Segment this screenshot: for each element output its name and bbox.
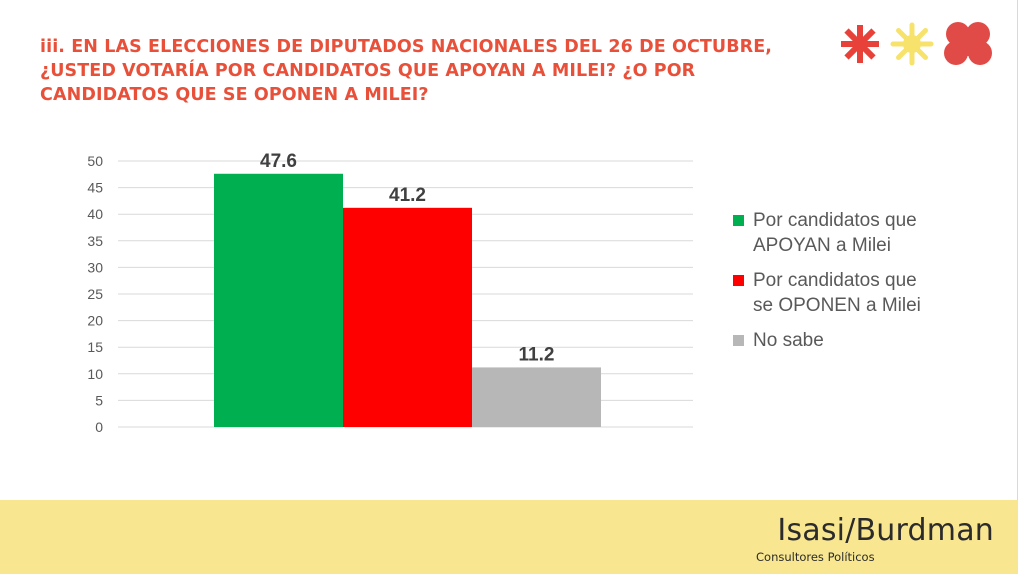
legend-label: Por candidatos que APOYAN a Milei bbox=[753, 210, 917, 256]
legend-label: No sabe bbox=[753, 330, 824, 351]
asterisk-icon bbox=[841, 25, 879, 63]
data-label: 47.6 bbox=[260, 151, 297, 172]
chart-title: iii. EN LAS ELECCIONES DE DIPUTADOS NACI… bbox=[40, 37, 773, 105]
y-tick-label: 45 bbox=[87, 180, 103, 196]
data-labels: 47.6 41.2 11.2 bbox=[260, 151, 554, 366]
y-tick-label: 0 bbox=[95, 419, 103, 435]
y-tick-label: 10 bbox=[87, 366, 103, 382]
bar-chart: 0 5 10 15 20 25 30 35 40 45 50 47.6 41.2 11.2 bbox=[87, 151, 693, 435]
bar-1 bbox=[214, 173, 343, 427]
y-tick-label: 15 bbox=[87, 339, 103, 355]
legend-item-2: Por candidatos que se OPONEN a Milei bbox=[733, 268, 993, 318]
legend-item-1: Por candidatos que APOYAN a Milei bbox=[733, 208, 993, 258]
data-label: 41.2 bbox=[389, 185, 426, 206]
y-tick-label: 5 bbox=[95, 392, 103, 408]
y-tick-label: 25 bbox=[87, 286, 103, 302]
footer: Isasi/Burdman Consultores Políticos bbox=[0, 500, 1018, 574]
brand-tagline: Consultores Políticos bbox=[756, 550, 875, 564]
cloud-icon bbox=[944, 22, 992, 65]
y-tick-label: 30 bbox=[87, 259, 103, 275]
brand-icons bbox=[841, 22, 992, 66]
y-tick-label: 50 bbox=[87, 153, 103, 169]
bar-2 bbox=[343, 207, 472, 427]
brand-logo: Isasi/Burdman bbox=[777, 513, 994, 548]
bars bbox=[214, 173, 601, 427]
y-tick-label: 20 bbox=[87, 313, 103, 329]
legend-swatch bbox=[733, 335, 744, 346]
legend-swatch bbox=[733, 215, 744, 226]
sun-icon bbox=[890, 22, 934, 66]
legend-label: Por candidatos que se OPONEN a Milei bbox=[753, 270, 921, 316]
y-tick-label: 35 bbox=[87, 233, 103, 249]
y-tick-label: 40 bbox=[87, 206, 103, 222]
bar-3 bbox=[472, 367, 601, 427]
legend: Por candidatos que APOYAN a Milei Por can… bbox=[733, 208, 993, 363]
legend-swatch bbox=[733, 275, 744, 286]
legend-item-3: No sabe bbox=[733, 328, 993, 353]
data-label: 11.2 bbox=[519, 344, 555, 365]
y-axis-ticks: 0 5 10 15 20 25 30 35 40 45 50 bbox=[87, 153, 103, 435]
